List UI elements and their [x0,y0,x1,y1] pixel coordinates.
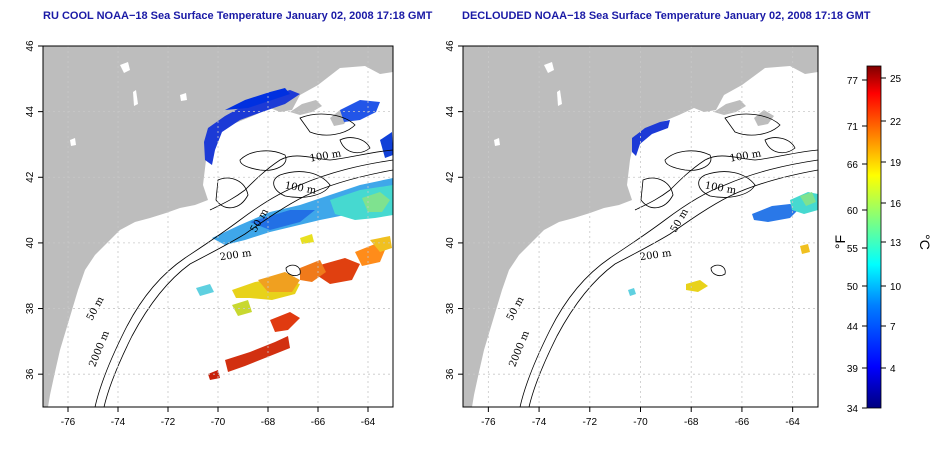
lon-tick-label: -70 [633,417,648,428]
fahrenheit-tick-label: 77 [847,76,859,87]
fahrenheit-unit-label: °F [832,235,848,249]
celsius-tick-label: 19 [890,158,902,169]
lon-tick-label: -70 [211,417,226,428]
fahrenheit-tick-label: 34 [847,404,859,415]
lat-tick-label: 36 [25,368,36,380]
right-sst-gulf-of-maine [632,120,670,156]
right-panel-title: DECLOUDED NOAA−18 Sea Surface Temperatur… [462,10,871,22]
celsius-tick-label: 25 [890,74,902,85]
lon-tick-label: -66 [311,417,326,428]
fahrenheit-tick-label: 71 [847,122,859,133]
celsius-tick-label: 7 [890,322,896,333]
lon-tick-label: -68 [261,417,276,428]
lon-tick-label: -74 [532,417,547,428]
lat-tick-label: 44 [25,106,36,118]
lat-tick-label: 42 [445,171,456,183]
celsius-tick-label: 22 [890,117,902,128]
celsius-unit-label: °C [917,234,933,250]
left-land-mass [43,46,393,407]
colorbar-gradient [866,65,882,409]
right-sst-shelf-band [752,204,800,222]
celsius-tick-label: 10 [890,282,902,293]
lat-tick-label: 46 [445,40,456,52]
celsius-tick-label: 13 [890,238,902,249]
lon-tick-label: -64 [361,417,376,428]
celsius-tick-label: 4 [890,364,896,375]
lat-tick-label: 46 [25,40,36,52]
lat-tick-label: 40 [25,237,36,249]
lon-tick-label: -66 [735,417,750,428]
lat-tick-label: 42 [25,171,36,183]
right-land-mass [463,46,818,407]
lon-tick-label: -72 [583,417,598,428]
lon-tick-label: -72 [161,417,176,428]
fahrenheit-tick-label: 55 [847,244,859,255]
lat-tick-label: 38 [25,303,36,315]
fahrenheit-tick-label: 60 [847,206,859,217]
temperature-colorbar: 77 71 66 60 55 50 44 39 34 25 22 19 16 13 10 7 4 °F °C [832,65,933,415]
fahrenheit-tick-label: 50 [847,282,859,293]
lat-tick-label: 38 [445,303,456,315]
fahrenheit-tick-label: 39 [847,364,859,375]
lat-tick-label: 40 [445,237,456,249]
lon-tick-label: -68 [684,417,699,428]
lat-tick-label: 36 [445,368,456,380]
celsius-tick-label: 16 [890,199,902,210]
fahrenheit-tick-label: 44 [847,322,859,333]
lat-tick-label: 44 [445,106,456,118]
lon-tick-label: -64 [785,417,800,428]
fahrenheit-tick-label: 66 [847,160,859,171]
lon-tick-label: -74 [111,417,126,428]
contour-label: 200 m [219,248,252,263]
lon-tick-label: -76 [481,417,496,428]
lon-tick-label: -76 [61,417,76,428]
left-panel-title: RU COOL NOAA−18 Sea Surface Temperature … [43,10,433,22]
contour-label: 200 m [639,248,672,263]
